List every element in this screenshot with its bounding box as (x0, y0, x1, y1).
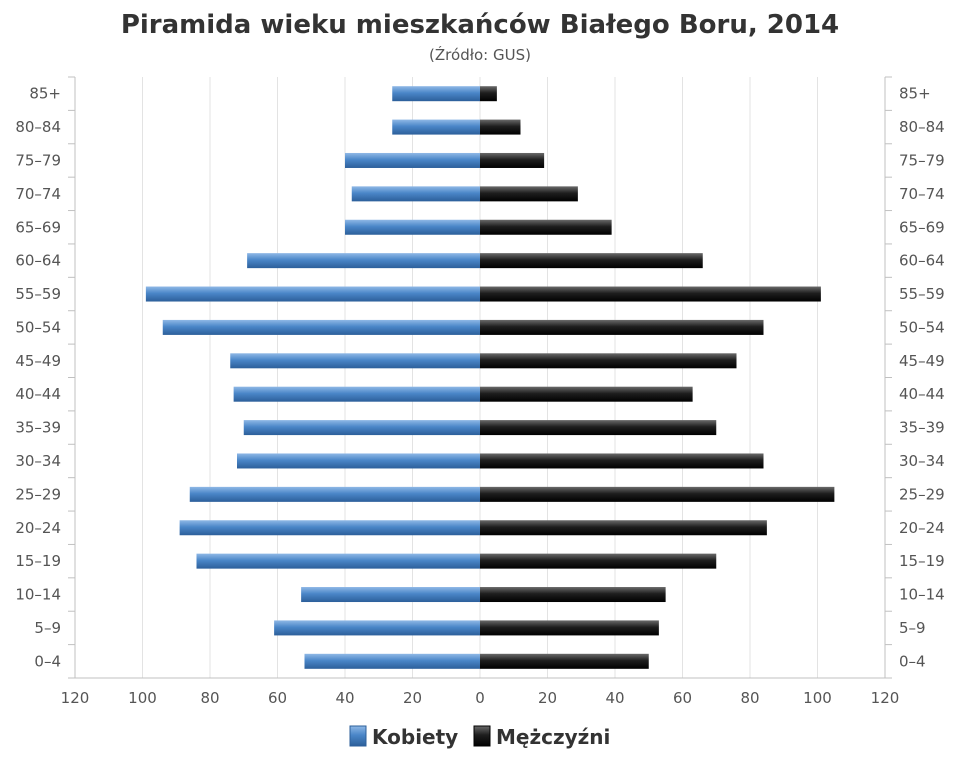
category-label-right: 35–39 (899, 419, 945, 437)
x-tick-labels: 120 100 80 60 40 20 0 20 40 60 80 100 120 (61, 689, 900, 707)
bars (145, 86, 835, 669)
bar-mezczyzni[interactable] (480, 486, 835, 502)
category-label-right: 50–54 (899, 318, 945, 336)
bar-kobiety[interactable] (162, 319, 480, 335)
bar-mezczyzni[interactable] (480, 420, 717, 436)
bar-kobiety[interactable] (301, 587, 480, 603)
x-tick-label: 40 (335, 689, 354, 707)
category-label-left: 30–34 (15, 452, 61, 470)
x-tick-label: 80 (200, 689, 219, 707)
bar-mezczyzni[interactable] (480, 286, 821, 302)
bar-kobiety[interactable] (345, 152, 480, 168)
category-label-left: 85+ (29, 85, 61, 103)
bar-mezczyzni[interactable] (480, 620, 659, 636)
category-label-left: 0–4 (34, 652, 61, 670)
category-label-right: 25–29 (899, 485, 945, 503)
chart-subtitle: (Źródło: GUS) (429, 45, 531, 64)
category-label-right: 30–34 (899, 452, 945, 470)
bar-kobiety[interactable] (243, 420, 480, 436)
legend: Kobiety Mężczyźni (349, 725, 610, 749)
x-tick-label: 120 (61, 689, 90, 707)
category-label-left: 50–54 (15, 318, 61, 336)
category-label-right: 60–64 (899, 252, 945, 270)
bar-mezczyzni[interactable] (480, 152, 545, 168)
category-label-left: 55–59 (15, 285, 61, 303)
category-label-left: 40–44 (15, 385, 61, 403)
category-label-left: 75–79 (15, 151, 61, 169)
category-label-right: 15–19 (899, 552, 945, 570)
bar-kobiety[interactable] (247, 253, 480, 269)
bar-mezczyzni[interactable] (480, 186, 578, 202)
category-label-left: 10–14 (15, 586, 61, 604)
category-label-right: 45–49 (899, 352, 945, 370)
axes (68, 76, 892, 679)
category-label-right: 20–24 (899, 519, 945, 537)
bar-kobiety[interactable] (351, 186, 480, 202)
x-tick-label: 100 (803, 689, 832, 707)
bar-mezczyzni[interactable] (480, 253, 703, 269)
x-tick-label: 40 (605, 689, 624, 707)
category-label-right: 10–14 (899, 586, 945, 604)
category-label-left: 35–39 (15, 419, 61, 437)
legend-label-kobiety[interactable]: Kobiety (372, 725, 458, 749)
category-label-right: 40–44 (899, 385, 945, 403)
bar-mezczyzni[interactable] (480, 653, 649, 669)
bar-mezczyzni[interactable] (480, 219, 612, 235)
bar-mezczyzni[interactable] (480, 453, 764, 469)
bar-kobiety[interactable] (237, 453, 480, 469)
category-label-left: 5–9 (34, 619, 61, 637)
bar-kobiety[interactable] (145, 286, 480, 302)
bar-mezczyzni[interactable] (480, 386, 693, 402)
category-label-right: 80–84 (899, 118, 945, 136)
bar-kobiety[interactable] (179, 520, 480, 536)
category-label-left: 70–74 (15, 185, 61, 203)
bar-kobiety[interactable] (230, 353, 480, 369)
bar-kobiety[interactable] (392, 86, 480, 102)
bar-kobiety[interactable] (233, 386, 480, 402)
bar-kobiety[interactable] (274, 620, 480, 636)
grid-lines (142, 77, 818, 678)
x-tick-label: 60 (268, 689, 287, 707)
bar-kobiety[interactable] (304, 653, 481, 669)
category-label-left: 80–84 (15, 118, 61, 136)
category-label-left: 15–19 (15, 552, 61, 570)
category-label-right: 55–59 (899, 285, 945, 303)
bar-mezczyzni[interactable] (480, 520, 767, 536)
bar-mezczyzni[interactable] (480, 86, 497, 102)
x-tick-label: 0 (475, 689, 485, 707)
x-tick-label: 80 (740, 689, 759, 707)
category-label-left: 65–69 (15, 218, 61, 236)
category-label-right: 70–74 (899, 185, 945, 203)
bar-kobiety[interactable] (392, 119, 480, 135)
x-tick-label: 120 (871, 689, 900, 707)
category-label-right: 5–9 (899, 619, 926, 637)
x-tick-label: 60 (673, 689, 692, 707)
bar-mezczyzni[interactable] (480, 587, 666, 603)
bar-kobiety[interactable] (189, 486, 480, 502)
bar-mezczyzni[interactable] (480, 119, 521, 135)
legend-swatch-mezczyzni[interactable] (473, 725, 491, 747)
legend-label-mezczyzni[interactable]: Mężczyźni (496, 725, 610, 749)
x-tick-label: 20 (403, 689, 422, 707)
category-labels: 85+ 85+ 80–84 80–84 75–79 75–79 70–74 70–74 65–6… (15, 85, 944, 671)
chart-title: Piramida wieku mieszkańców Białego Boru,… (121, 10, 839, 40)
bar-mezczyzni[interactable] (480, 319, 764, 335)
category-label-right: 85+ (899, 85, 931, 103)
category-label-left: 60–64 (15, 252, 61, 270)
category-label-right: 65–69 (899, 218, 945, 236)
x-tick-label: 20 (538, 689, 557, 707)
bar-mezczyzni[interactable] (480, 553, 717, 569)
category-label-right: 0–4 (899, 652, 926, 670)
category-label-left: 45–49 (15, 352, 61, 370)
bar-kobiety[interactable] (345, 219, 480, 235)
category-label-left: 25–29 (15, 485, 61, 503)
x-tick-label: 100 (128, 689, 157, 707)
category-label-left: 20–24 (15, 519, 61, 537)
category-label-right: 75–79 (899, 151, 945, 169)
bar-mezczyzni[interactable] (480, 353, 737, 369)
bar-kobiety[interactable] (196, 553, 481, 569)
legend-swatch-kobiety[interactable] (349, 725, 367, 747)
